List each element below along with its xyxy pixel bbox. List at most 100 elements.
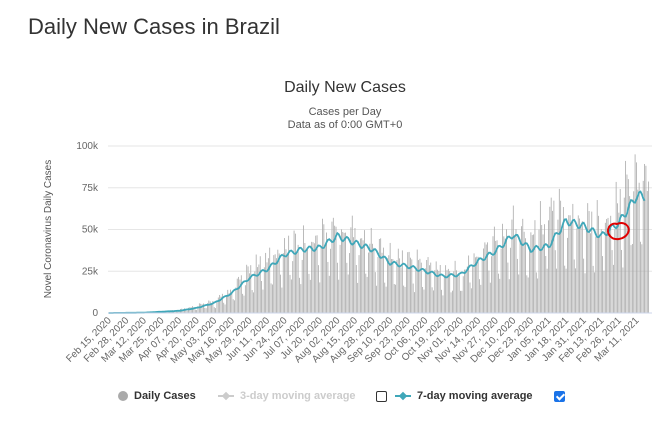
daily-cases-bar [535, 272, 537, 313]
daily-cases-bar [456, 270, 457, 313]
daily-cases-bar [235, 287, 237, 313]
daily-cases-bar [470, 288, 472, 313]
daily-cases-bar [565, 268, 567, 313]
daily-cases-bar [202, 303, 204, 313]
legend-item-daily-cases[interactable]: Daily Cases [118, 390, 196, 402]
daily-cases-bar [377, 256, 379, 313]
daily-cases-bar [255, 254, 257, 313]
daily-cases-bar [178, 310, 180, 313]
daily-cases-bar [561, 230, 563, 313]
daily-cases-bar [537, 278, 539, 313]
daily-cases-bar [304, 243, 306, 313]
daily-cases-bar [484, 242, 486, 313]
daily-cases-bar [391, 258, 392, 313]
daily-cases-bar [244, 285, 246, 313]
daily-cases-bar [281, 287, 283, 313]
daily-cases-bar [324, 245, 326, 313]
daily-cases-bar [530, 232, 532, 313]
daily-cases-bar [503, 236, 505, 313]
daily-cases-bar [449, 271, 451, 313]
daily-cases-bar [299, 277, 300, 313]
daily-cases-bar [307, 249, 309, 313]
daily-cases-bar [615, 181, 617, 313]
daily-cases-bar [549, 206, 551, 313]
daily-cases-bar [617, 203, 618, 313]
daily-cases-bar [350, 227, 352, 313]
daily-cases-bar [276, 258, 277, 313]
daily-cases-bar [492, 236, 494, 313]
daily-cases-bar [327, 261, 329, 313]
daily-cases-bar [401, 250, 403, 313]
daily-cases-bar [412, 283, 414, 313]
line-marker-icon [218, 391, 234, 401]
daily-cases-bar [462, 276, 464, 313]
daily-cases-bar [207, 303, 208, 313]
daily-cases-bar [227, 289, 229, 313]
daily-cases-bar [236, 278, 238, 313]
daily-cases-bar [591, 211, 593, 313]
daily-cases-bar [370, 227, 372, 313]
daily-cases-bar [380, 238, 382, 313]
daily-cases-bar [544, 224, 545, 313]
daily-cases-bar [415, 268, 417, 313]
daily-cases-bar [219, 294, 221, 313]
daily-cases-bar [504, 238, 506, 313]
y-tick-label: 0 [92, 308, 98, 319]
daily-cases-bar [201, 304, 203, 313]
daily-cases-bar [533, 234, 534, 313]
daily-cases-bar [316, 235, 318, 313]
daily-cases-bar [619, 189, 621, 313]
daily-cases-bar [240, 275, 242, 313]
daily-cases-bar [238, 276, 239, 313]
daily-cases-bar [460, 290, 461, 313]
daily-cases-bar [518, 274, 520, 313]
daily-cases-bar [253, 292, 254, 313]
daily-cases-bar [274, 254, 276, 313]
daily-cases-bar [600, 229, 602, 313]
daily-cases-bar [545, 255, 547, 313]
daily-cases-bar [431, 287, 433, 313]
daily-cases-bar [640, 241, 641, 313]
daily-cases-bar [175, 311, 177, 313]
daily-cases-bar [521, 226, 522, 313]
daily-cases-bar [342, 231, 344, 313]
y-tick-label: 50k [82, 225, 99, 236]
page-heading: Daily New Cases in Brazil [28, 14, 280, 39]
daily-cases-bar [223, 302, 225, 313]
daily-cases-bar [476, 256, 478, 313]
daily-cases-bar [359, 238, 361, 313]
daily-cases-bar [261, 281, 262, 313]
daily-cases-bar [396, 260, 398, 313]
daily-cases-bar [213, 307, 215, 313]
daily-cases-bar [637, 189, 639, 313]
3-day-average-checkbox[interactable] [376, 391, 387, 402]
legend-item-3-day-average[interactable]: 3-day moving average [218, 390, 356, 402]
daily-cases-bar [573, 259, 575, 313]
daily-cases-bar [644, 163, 645, 313]
y-tick-label: 25k [82, 266, 99, 277]
daily-cases-bar [527, 277, 529, 313]
daily-cases-bar [608, 230, 610, 313]
daily-cases-bar [493, 226, 495, 313]
daily-cases-bar [410, 257, 411, 313]
daily-cases-bar [303, 225, 304, 313]
daily-cases-bar [439, 265, 441, 313]
daily-cases-bar [611, 250, 613, 313]
daily-cases-bar [224, 304, 226, 313]
daily-cases-bar [562, 207, 564, 313]
legend-item-7-day-average[interactable]: 7-day moving average [395, 390, 533, 402]
daily-cases-bar [211, 303, 212, 313]
daily-cases-bar [430, 262, 432, 313]
daily-cases-bar [262, 289, 264, 313]
daily-cases-bar [571, 224, 572, 313]
daily-cases-bar [596, 200, 598, 313]
daily-cases-bar [288, 235, 290, 313]
daily-cases-bar [269, 247, 271, 313]
daily-cases-bar [296, 253, 298, 313]
daily-cases-bar [322, 218, 323, 313]
legend-label-7-day-average: 7-day moving average [417, 390, 533, 402]
7-day-average-checkbox[interactable] [554, 391, 565, 402]
daily-cases-bar [335, 226, 337, 313]
